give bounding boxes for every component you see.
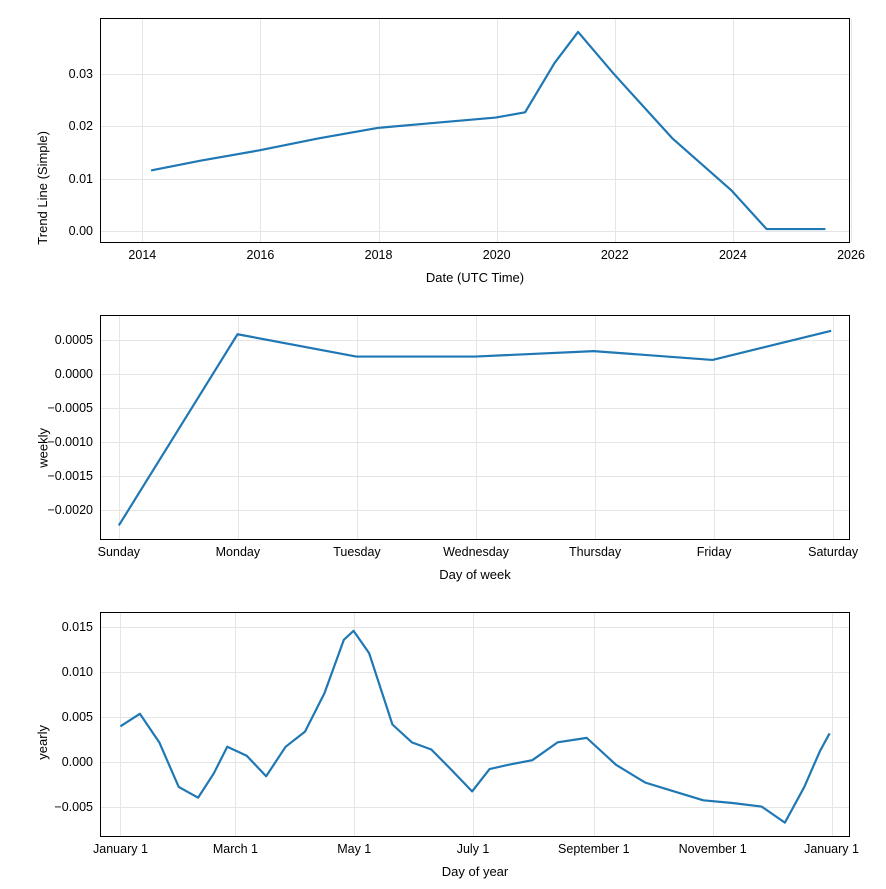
plot-area: January 1March 1May 1July 1September 1No… [100, 612, 850, 837]
yearly-chart: January 1March 1May 1July 1September 1No… [100, 612, 850, 837]
x-tick-label: Sunday [98, 545, 140, 559]
x-tick-label: Monday [216, 545, 260, 559]
x-tick-label: Tuesday [333, 545, 380, 559]
x-tick-label: Saturday [808, 545, 858, 559]
weekly-chart: SundayMondayTuesdayWednesdayThursdayFrid… [100, 315, 850, 540]
y-tick-label: 0.00 [69, 224, 93, 238]
trend-chart: 20142016201820202022202420260.000.010.02… [100, 18, 850, 243]
plot-area: 20142016201820202022202420260.000.010.02… [100, 18, 850, 243]
x-tick-label: Friday [697, 545, 732, 559]
series-line [151, 32, 825, 229]
x-tick-label: 2024 [719, 248, 747, 262]
y-tick-label: 0.010 [62, 665, 93, 679]
series-line [119, 331, 831, 526]
y-tick-label: −0.0010 [47, 435, 93, 449]
x-tick-label: 2022 [601, 248, 629, 262]
x-tick-label: 2020 [483, 248, 511, 262]
y-tick-label: 0.015 [62, 620, 93, 634]
y-tick-label: 0.01 [69, 172, 93, 186]
y-axis-label: yearly [36, 725, 51, 760]
y-tick-label: 0.03 [69, 67, 93, 81]
x-tick-label: 2016 [247, 248, 275, 262]
x-axis-label: Day of year [442, 864, 508, 879]
figure: 2014 2016 2018 2020 2022 2024 2026 0.00 0.01 0.02… [0, 0, 886, 889]
x-tick-label: May 1 [337, 842, 371, 856]
y-tick-label: 0.02 [69, 119, 93, 133]
y-tick-label: −0.0020 [47, 503, 93, 517]
x-tick-label: Wednesday [443, 545, 509, 559]
x-axis-label: Date (UTC Time) [426, 270, 524, 285]
x-tick-label: January 1 [804, 842, 859, 856]
x-tick-label: 2018 [365, 248, 393, 262]
x-tick-label: November 1 [679, 842, 747, 856]
x-tick-label: 2026 [837, 248, 865, 262]
y-tick-label: 0.005 [62, 710, 93, 724]
y-tick-label: −0.0015 [47, 469, 93, 483]
x-tick-label: March 1 [213, 842, 258, 856]
plot-area: SundayMondayTuesdayWednesdayThursdayFrid… [100, 315, 850, 540]
x-tick-label: September 1 [558, 842, 630, 856]
x-tick-label: Thursday [569, 545, 621, 559]
x-axis-label: Day of week [439, 567, 511, 582]
y-axis-label: Trend Line (Simple) [36, 131, 51, 245]
y-axis-label: weekly [36, 428, 51, 468]
x-tick-label: January 1 [93, 842, 148, 856]
y-tick-label: 0.000 [62, 755, 93, 769]
x-tick-label: July 1 [457, 842, 490, 856]
series-line [120, 631, 829, 823]
x-tick-label: 2014 [128, 248, 156, 262]
y-tick-label: 0.0005 [55, 333, 93, 347]
y-tick-label: −0.0005 [47, 401, 93, 415]
y-tick-label: 0.0000 [55, 367, 93, 381]
y-tick-label: −0.005 [54, 800, 93, 814]
